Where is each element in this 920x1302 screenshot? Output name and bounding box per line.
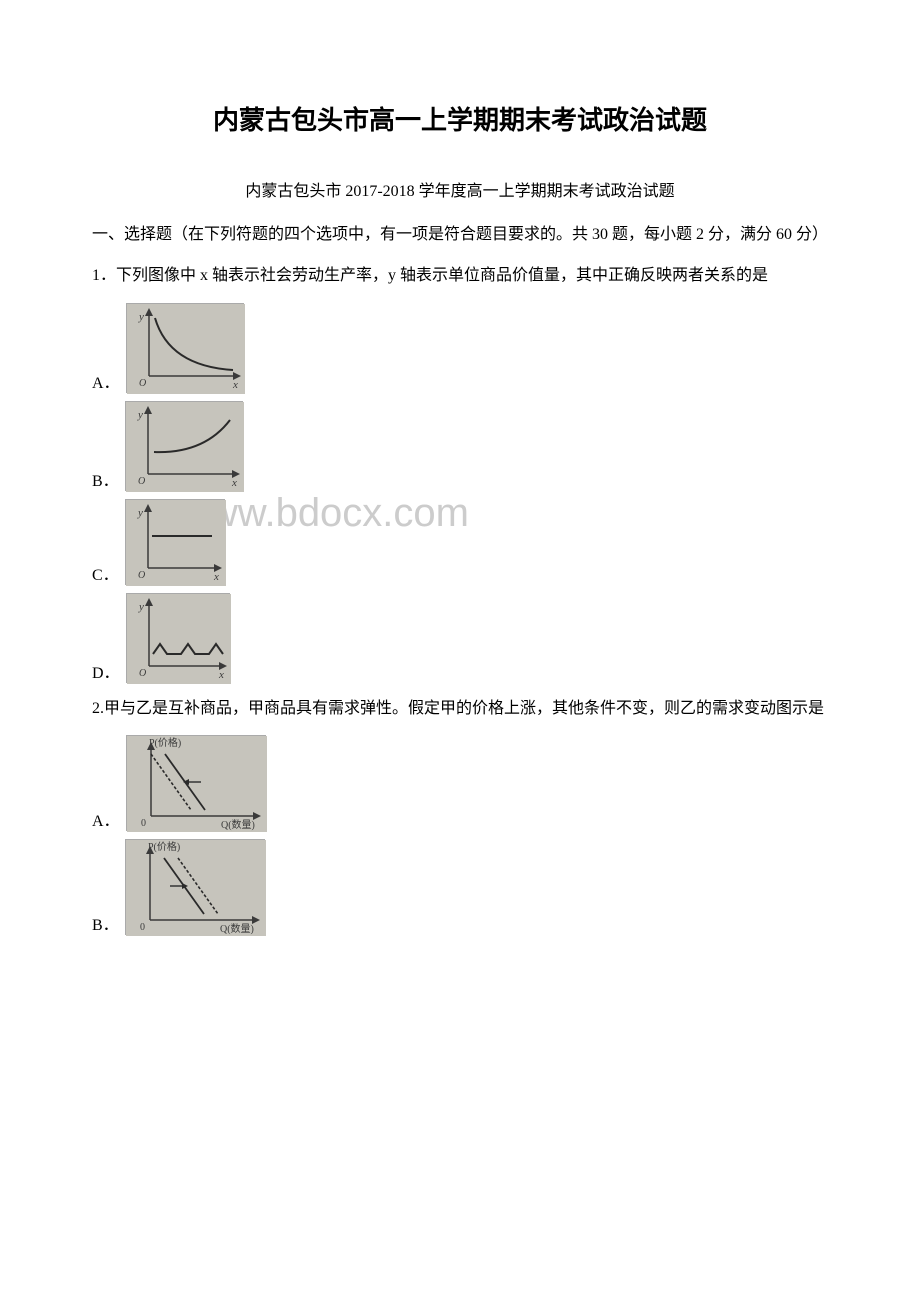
svg-text:0: 0: [140, 922, 145, 933]
option-label: C．: [92, 561, 119, 585]
option-label: B．: [92, 911, 119, 935]
svg-text:y: y: [138, 311, 144, 323]
option-label: A．: [92, 807, 120, 831]
option-label: B．: [92, 467, 119, 491]
q1-option-a: A． y x O: [92, 303, 860, 393]
graph-decreasing: y x O: [126, 303, 244, 393]
question-1-text: 1．下列图像中 x 轴表示社会劳动生产率，y 轴表示单位商品价值量，其中正确反映…: [60, 262, 860, 291]
svg-text:O: O: [139, 378, 146, 389]
graph-shift-left: P(价格) Q(数量) 0: [126, 735, 266, 831]
svg-text:x: x: [218, 669, 224, 681]
q1-option-b: B． y x O: [92, 401, 860, 491]
graph-wave: y x O: [126, 593, 230, 683]
graph-flat: y x O: [125, 499, 225, 585]
svg-text:y: y: [137, 507, 143, 519]
q1-option-c: C． y x O: [92, 499, 860, 585]
option-label: A．: [92, 369, 120, 393]
svg-text:y: y: [137, 409, 143, 421]
svg-text:y: y: [138, 601, 144, 613]
graph-increasing: y x O: [125, 401, 243, 491]
svg-text:x: x: [231, 477, 237, 489]
svg-text:O: O: [139, 668, 146, 679]
page-title: 内蒙古包头市高一上学期期末考试政治试题: [60, 100, 860, 137]
svg-text:O: O: [138, 476, 145, 487]
q2-option-a: A． P(价格) Q(数量) 0: [92, 735, 860, 831]
subtitle: 内蒙古包头市 2017-2018 学年度高一上学期期末考试政治试题: [60, 177, 860, 201]
q1-option-d: D． y x O: [92, 593, 860, 683]
question-2-text: 2.甲与乙是互补商品，甲商品具有需求弹性。假定甲的价格上涨，其他条件不变，则乙的…: [60, 695, 860, 724]
svg-text:0: 0: [141, 818, 146, 829]
svg-text:x: x: [232, 379, 238, 391]
option-label: D．: [92, 659, 120, 683]
svg-text:P(价格): P(价格): [149, 736, 181, 749]
section-heading: 一、选择题（在下列符题的四个选项中，有一项是符合题目要求的。共 30 题，每小题…: [60, 221, 860, 250]
page-content: 内蒙古包头市高一上学期期末考试政治试题 内蒙古包头市 2017-2018 学年度…: [60, 100, 860, 935]
q2-option-b: B． P(价格) Q(数量) 0: [92, 839, 860, 935]
svg-text:Q(数量): Q(数量): [220, 922, 254, 935]
svg-text:P(价格): P(价格): [148, 840, 180, 853]
graph-shift-right: P(价格) Q(数量) 0: [125, 839, 265, 935]
svg-text:x: x: [213, 571, 219, 583]
svg-text:Q(数量): Q(数量): [221, 818, 255, 831]
svg-text:O: O: [138, 570, 145, 581]
